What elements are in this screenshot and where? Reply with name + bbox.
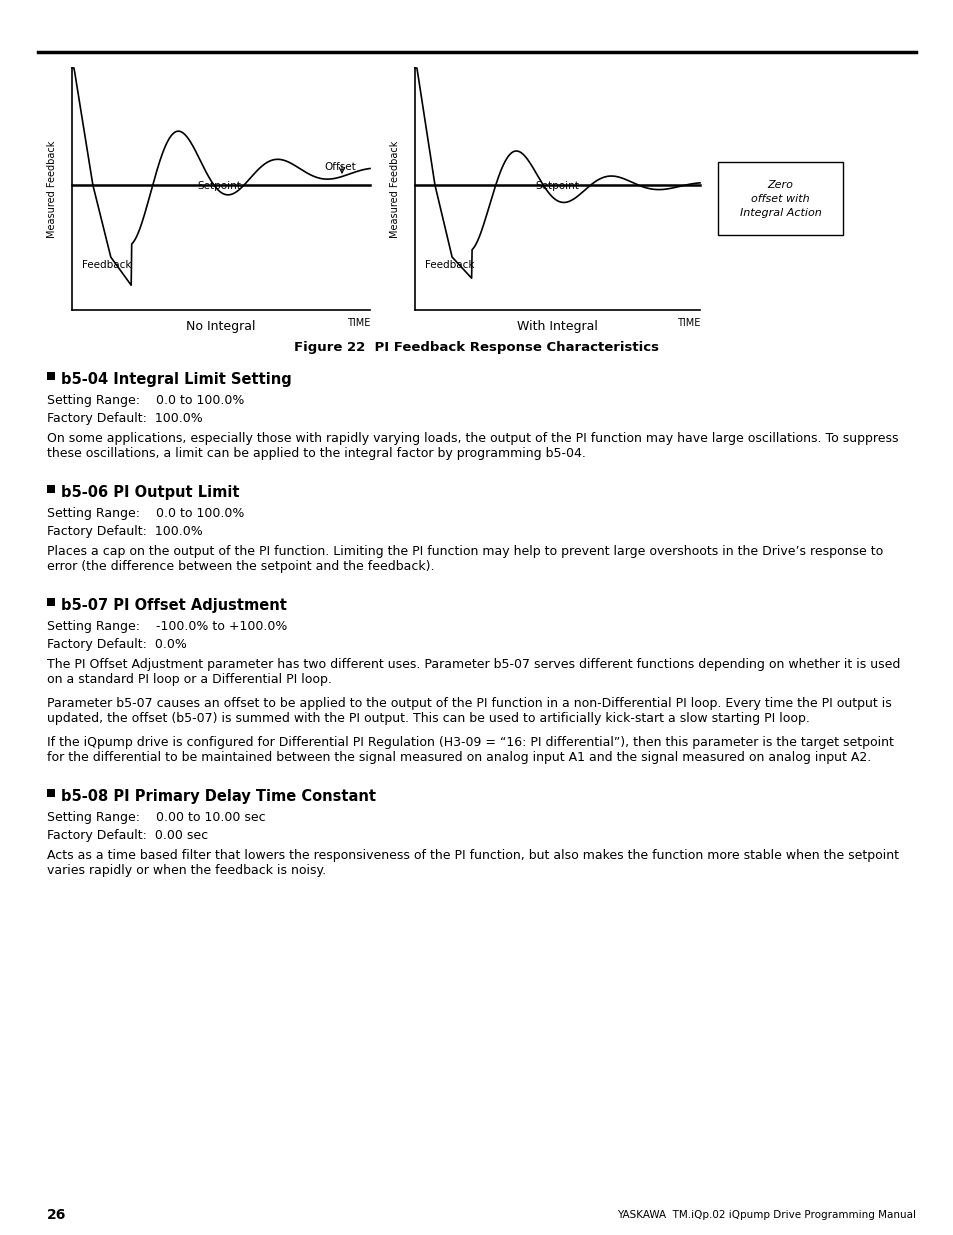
Text: Zero
offset with
Integral Action: Zero offset with Integral Action [739, 179, 821, 217]
Bar [47, 485, 55, 493]
Text: No Integral: No Integral [186, 320, 255, 333]
Text: Parameter b5-07 causes an offset to be applied to the output of the PI function : Parameter b5-07 causes an offset to be a… [47, 697, 891, 725]
Text: Offset: Offset [324, 162, 355, 172]
Text: 26: 26 [47, 1208, 67, 1221]
Text: b5-04 Integral Limit Setting: b5-04 Integral Limit Setting [61, 372, 292, 387]
Text: Acts as a time based filter that lowers the responsiveness of the PI function, b: Acts as a time based filter that lowers … [47, 848, 898, 877]
Bar [47, 789, 55, 797]
Text: TIME: TIME [676, 317, 700, 329]
Bar [47, 598, 55, 606]
Text: Places a cap on the output of the PI function. Limiting the PI function may help: Places a cap on the output of the PI fun… [47, 545, 882, 573]
FancyBboxPatch shape [718, 162, 842, 235]
Text: The PI Offset Adjustment parameter has two different uses. Parameter b5-07 serve: The PI Offset Adjustment parameter has t… [47, 658, 900, 685]
Text: Measured Feedback: Measured Feedback [47, 141, 57, 237]
Text: With Integral: With Integral [517, 320, 598, 333]
Text: Feedback: Feedback [424, 261, 474, 270]
Text: Factory Default:  0.00 sec: Factory Default: 0.00 sec [47, 829, 208, 842]
Text: If the iQpump drive is configured for Differential PI Regulation (H3-09 = “16: P: If the iQpump drive is configured for Di… [47, 736, 893, 764]
Text: Factory Default:  100.0%: Factory Default: 100.0% [47, 412, 203, 425]
Text: Factory Default:  100.0%: Factory Default: 100.0% [47, 525, 203, 538]
Text: On some applications, especially those with rapidly varying loads, the output of: On some applications, especially those w… [47, 432, 898, 459]
Text: Setpoint: Setpoint [196, 182, 240, 191]
Text: Setting Range:    0.0 to 100.0%: Setting Range: 0.0 to 100.0% [47, 508, 244, 520]
Bar [47, 372, 55, 380]
Text: Feedback: Feedback [82, 261, 132, 270]
Text: YASKAWA  TM.iQp.02 iQpump Drive Programming Manual: YASKAWA TM.iQp.02 iQpump Drive Programmi… [617, 1210, 915, 1220]
Text: Setpoint: Setpoint [535, 182, 578, 191]
Text: b5-07 PI Offset Adjustment: b5-07 PI Offset Adjustment [61, 598, 287, 613]
Text: Setting Range:    -100.0% to +100.0%: Setting Range: -100.0% to +100.0% [47, 620, 287, 634]
Text: Measured Feedback: Measured Feedback [390, 141, 399, 237]
Text: b5-08 PI Primary Delay Time Constant: b5-08 PI Primary Delay Time Constant [61, 789, 375, 804]
Text: TIME: TIME [346, 317, 370, 329]
Text: b5-06 PI Output Limit: b5-06 PI Output Limit [61, 485, 239, 500]
Text: Figure 22  PI Feedback Response Characteristics: Figure 22 PI Feedback Response Character… [294, 342, 659, 354]
Text: Setting Range:    0.00 to 10.00 sec: Setting Range: 0.00 to 10.00 sec [47, 811, 265, 824]
Text: Factory Default:  0.0%: Factory Default: 0.0% [47, 638, 187, 651]
Text: Setting Range:    0.0 to 100.0%: Setting Range: 0.0 to 100.0% [47, 394, 244, 408]
